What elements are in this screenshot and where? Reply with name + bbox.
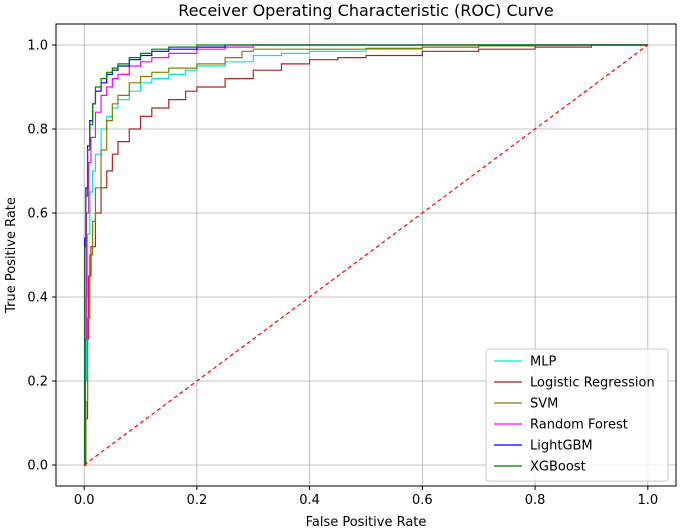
x-tick-label: 0.6	[412, 493, 433, 508]
x-tick-label: 1.0	[637, 493, 658, 508]
legend-label: LightGBM	[530, 439, 593, 454]
x-tick-label: 0.2	[187, 493, 208, 508]
x-axis-title: False Positive Rate	[306, 515, 427, 530]
y-tick-label: 0.2	[27, 375, 48, 390]
y-tick-label: 0.4	[27, 291, 48, 306]
legend-label: Logistic Regression	[530, 376, 655, 391]
legend-label: XGBoost	[530, 460, 586, 475]
y-axis-title: True Positive Rate	[4, 197, 19, 314]
x-tick-label: 0.4	[299, 493, 320, 508]
y-tick-label: 1.0	[27, 39, 48, 54]
x-tick-label: 0.8	[525, 493, 546, 508]
y-tick-label: 0.8	[27, 123, 48, 138]
y-tick-label: 0.0	[27, 459, 48, 474]
legend-label: Random Forest	[530, 418, 628, 433]
legend: MLP Logistic Regression SVM Random Forest Li…	[486, 349, 668, 481]
legend-label: SVM	[530, 397, 558, 412]
x-tick-label: 0.0	[74, 493, 95, 508]
y-tick-label: 0.6	[27, 207, 48, 222]
legend-label: MLP	[530, 355, 556, 370]
chart-title: Receiver Operating Characteristic (ROC) …	[178, 1, 553, 20]
